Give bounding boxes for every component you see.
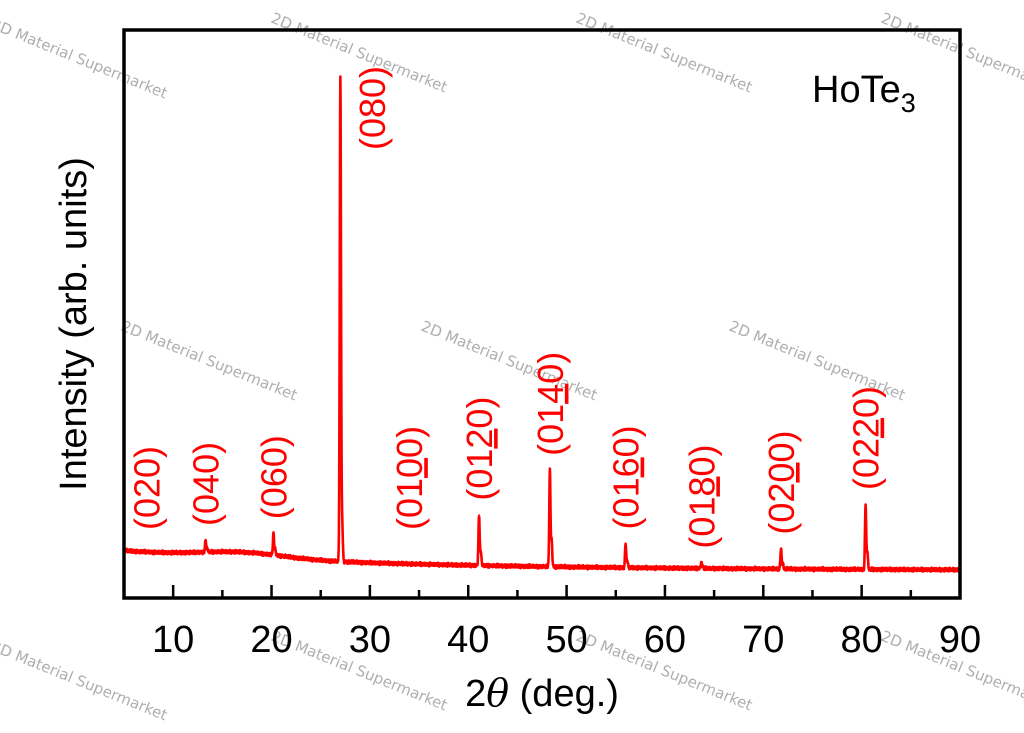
y-axis-title: Intensity (arb. units) [53,157,95,491]
peak-point [865,503,867,505]
compound-label: HoTe3 [812,69,916,118]
peak-point [780,548,782,550]
watermark-layer: 2D Material Supermarket 2D Material Super… [0,9,1024,724]
x-tick-label: 30 [349,619,391,661]
peak-index-label: (0160) [606,425,647,529]
peak-index-label: (060) [253,435,294,519]
peak-index-label: (0100) [389,426,430,530]
x-tick-label: 80 [841,619,883,661]
x-tick-label: 50 [545,619,587,661]
x-axis-ticks [171,585,962,598]
peak-point [549,469,551,471]
peak-point [339,76,341,79]
x-axis-title: 2θ (deg.) [465,671,619,715]
peak-index-label: (0220) [846,386,887,490]
peak-point [625,542,627,545]
peak-index-label: (020) [127,446,168,530]
peak-index-label: (0180) [681,444,722,548]
series-line [122,75,962,573]
x-tick-label: 60 [644,619,686,661]
peak-point [205,539,207,541]
x-tick-label: 20 [250,619,292,661]
xrd-series [122,75,962,573]
peak-index-label: (0140) [530,352,571,456]
peak-labels: (040) (060) (080) (0120) (0140) (0160) (0180) (… [127,66,887,549]
peak-point [272,532,275,534]
watermark-text: 2D Material Supermarket [0,637,170,724]
x-tick-label: 10 [152,619,194,661]
watermark-text: 2D Material Supermarket [0,15,170,102]
peak-index-label: (080) [352,66,393,150]
x-tick-label: 90 [939,619,981,661]
peak-index-label: (0200) [761,431,802,535]
plot-frame [122,28,962,600]
peak-index-label: (040) [186,442,227,526]
peak-point [478,514,480,516]
watermark-text: 2D Material Supermarket [419,317,601,404]
watermark-text: 2D Material Supermarket [574,9,756,96]
peak-point [700,562,702,564]
x-axis-tick-labels: 10 20 30 40 50 60 70 80 90 [152,619,981,661]
x-tick-label: 70 [742,619,784,661]
x-tick-label: 40 [447,619,489,661]
peak-index-label: (0120) [459,397,500,501]
watermark-text: 2D Material Supermarket [119,317,301,404]
